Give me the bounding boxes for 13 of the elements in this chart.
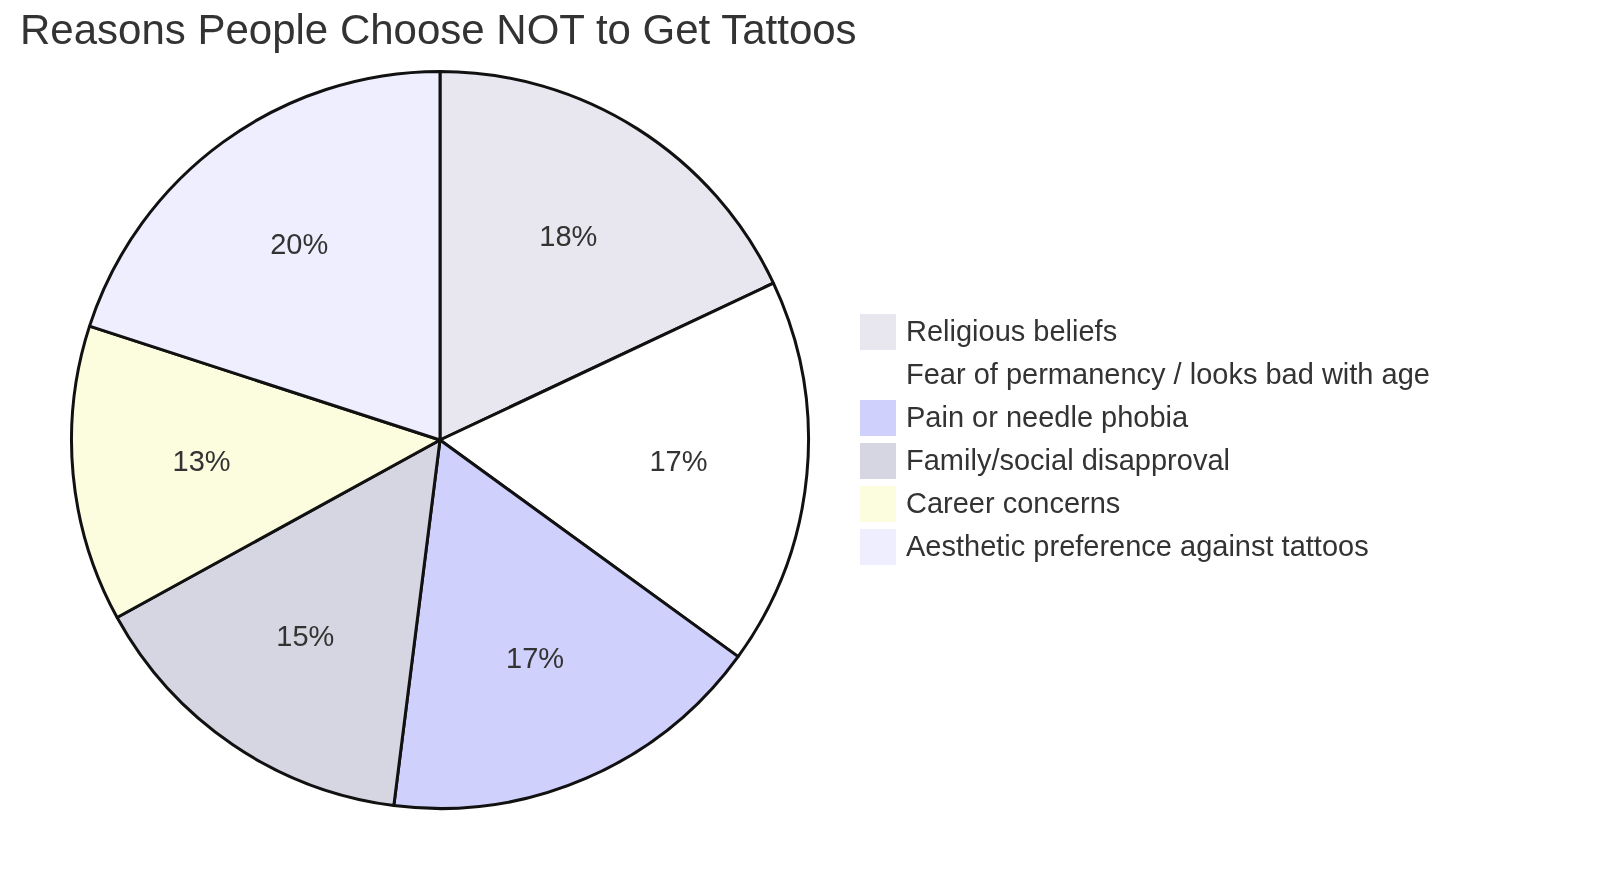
legend-label: Religious beliefs [906,315,1118,348]
slice-label: Fear of permanency / looks bad with age [906,358,1430,391]
data-label: 13% [172,444,231,477]
data-label: 17% [506,641,565,674]
data-label: 15% [276,620,335,653]
legend-label: Career concerns [906,487,1121,520]
legend-label: Pain or needle phobia [906,401,1189,434]
data-label: 20% [270,228,329,261]
data-label: 17% [649,444,708,477]
chart-title: Reasons People Choose NOT to Get Tattoos [20,6,857,54]
legend-label: Family/social disapproval [906,444,1230,477]
data-label: 18% [539,219,598,252]
legend-label: Aesthetic preference against tattoos [906,530,1369,563]
